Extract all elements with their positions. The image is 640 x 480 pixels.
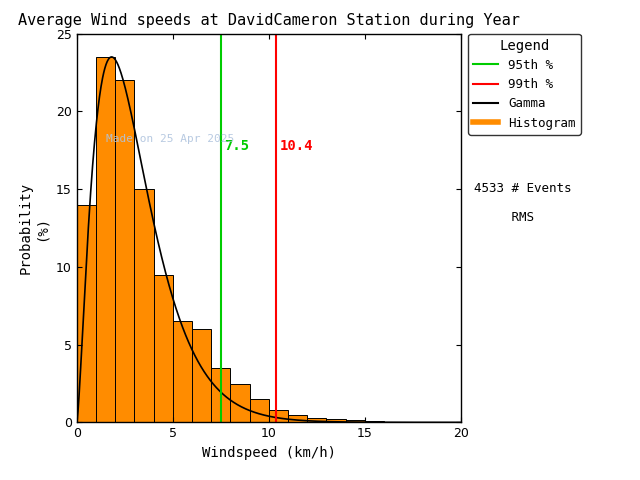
Bar <box>211 368 230 422</box>
Bar <box>384 421 403 422</box>
Bar <box>326 420 346 422</box>
Text: 10.4: 10.4 <box>280 139 313 153</box>
Bar <box>96 57 115 422</box>
Bar <box>365 421 384 422</box>
Bar <box>77 204 96 422</box>
Bar <box>269 410 288 422</box>
Legend: 95th %, 99th %, Gamma, Histogram: 95th %, 99th %, Gamma, Histogram <box>468 34 581 134</box>
Bar <box>230 384 250 422</box>
Title: Average Wind speeds at DavidCameron Station during Year: Average Wind speeds at DavidCameron Stat… <box>18 13 520 28</box>
Text: 7.5: 7.5 <box>224 139 249 153</box>
Bar <box>173 321 192 422</box>
Bar <box>250 399 269 422</box>
Y-axis label: Probability
(%): Probability (%) <box>19 182 49 274</box>
Text: RMS: RMS <box>474 211 534 224</box>
Text: Made on 25 Apr 2025: Made on 25 Apr 2025 <box>106 134 234 144</box>
Bar <box>115 80 134 422</box>
Bar <box>154 275 173 422</box>
Bar <box>134 189 154 422</box>
Bar <box>307 418 326 422</box>
X-axis label: Windspeed (km/h): Windspeed (km/h) <box>202 446 336 460</box>
Bar <box>288 415 307 422</box>
Bar <box>346 420 365 422</box>
Text: 4533 # Events: 4533 # Events <box>474 182 571 195</box>
Bar <box>192 329 211 422</box>
